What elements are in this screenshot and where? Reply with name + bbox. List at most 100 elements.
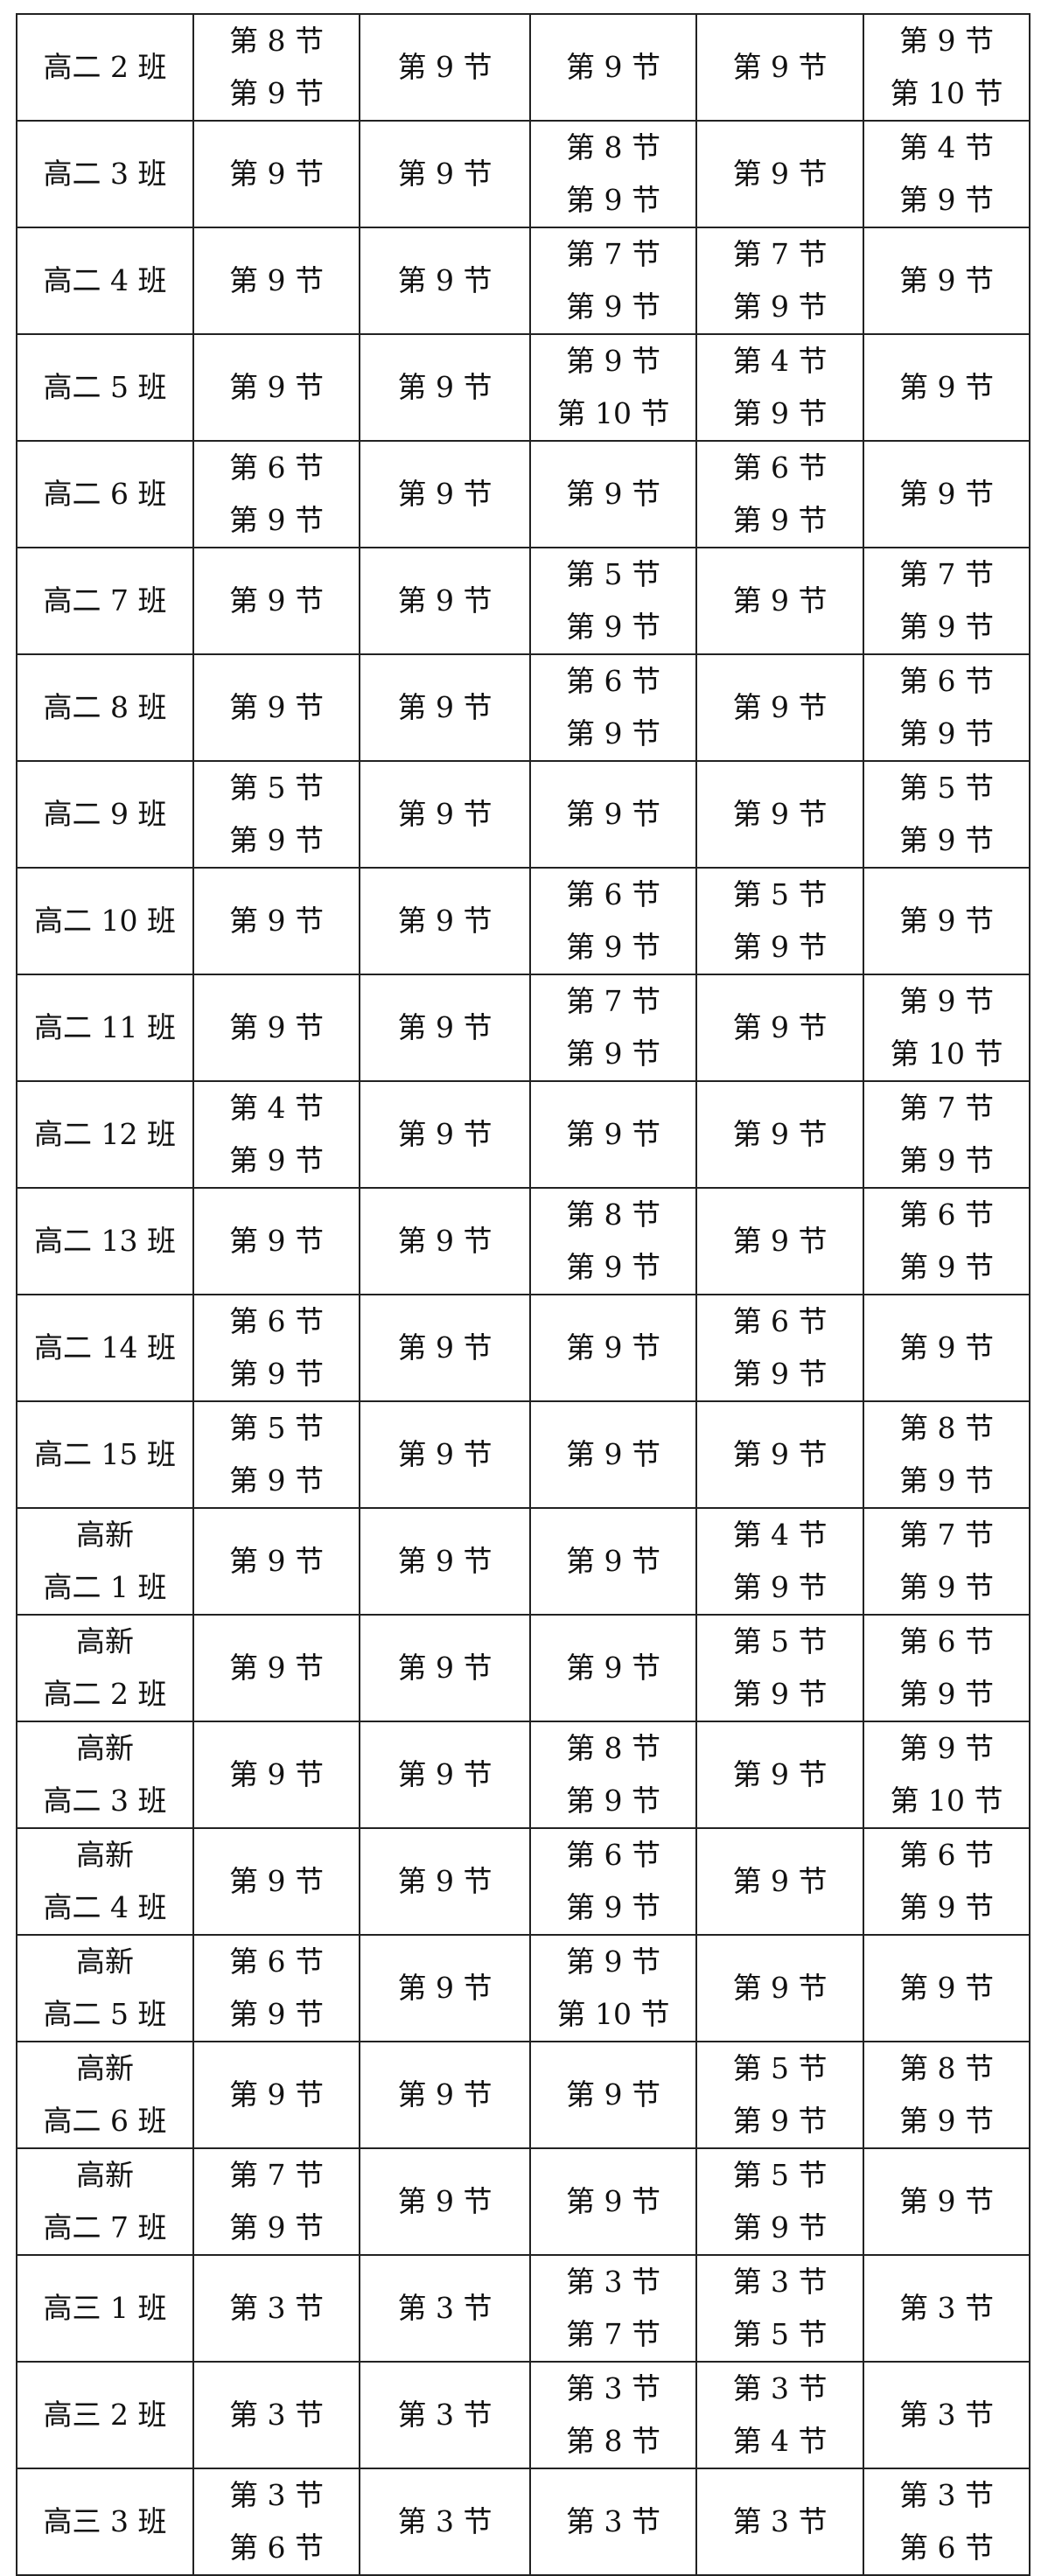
period-cell: 第 9 节 [695, 120, 864, 228]
class-name-text: 高二 4 班 [43, 1890, 167, 1924]
period-text: 第 3 节 [732, 2265, 828, 2299]
period-text: 第 9 节 [899, 1463, 994, 1497]
period-text: 第 9 节 [229, 1010, 324, 1044]
period-text: 第 6 节 [229, 1304, 324, 1338]
period-text: 第 9 节 [229, 904, 324, 938]
period-text: 第 8 节 [899, 2051, 994, 2085]
period-text: 第 9 节 [566, 1890, 660, 1924]
period-cell: 第 9 节第 10 节 [863, 1721, 1031, 1829]
period-text: 第 10 节 [556, 1997, 670, 2031]
period-cell: 第 7 节第 9 节 [529, 227, 697, 335]
table-row: 高新 高二 2 班第 9 节第 9 节第 9 节第 5 节第 9 节第 6 节第 … [16, 1614, 1031, 1722]
class-name-cell: 高二 15 班 [16, 1400, 194, 1509]
period-text: 第 9 节 [566, 1651, 660, 1685]
period-text: 第 9 节 [899, 2184, 994, 2218]
period-cell: 第 9 节 [695, 1721, 864, 1829]
table-row: 高二 4 班第 9 节第 9 节第 7 节第 9 节第 7 节第 9 节第 9 … [16, 227, 1031, 335]
period-text: 第 3 节 [397, 2398, 493, 2432]
period-text: 第 9 节 [229, 2210, 324, 2244]
period-cell: 第 6 节第 9 节 [529, 653, 697, 762]
class-name-cell: 高二 8 班 [16, 653, 194, 762]
period-cell: 第 8 节第 9 节 [529, 120, 697, 228]
schedule-table: 高二 2 班第 8 节第 9 节第 9 节第 9 节第 9 节第 9 节第 10… [16, 13, 1031, 2576]
period-text: 第 6 节 [899, 2531, 994, 2565]
period-cell: 第 9 节 [359, 1721, 531, 1829]
class-name-text: 高二 8 班 [43, 690, 167, 724]
period-text: 第 9 节 [566, 610, 660, 644]
period-text: 第 6 节 [566, 877, 660, 911]
period-cell: 第 9 节 [359, 1187, 531, 1295]
period-cell: 第 7 节第 9 节 [192, 2147, 360, 2256]
period-text: 第 7 节 [732, 237, 828, 271]
period-text: 第 5 节 [899, 771, 994, 805]
period-cell: 第 9 节 [359, 974, 531, 1082]
period-text: 第 3 节 [732, 2504, 828, 2538]
period-text: 第 9 节 [566, 344, 660, 378]
period-text: 第 3 节 [899, 2291, 994, 2325]
period-cell: 第 9 节 [359, 867, 531, 975]
period-cell: 第 9 节 [529, 760, 697, 869]
period-text: 第 8 节 [566, 2424, 660, 2458]
period-text: 第 3 节 [899, 2478, 994, 2512]
period-cell: 第 9 节第 10 节 [529, 333, 697, 442]
period-cell: 第 9 节 [695, 1080, 864, 1189]
period-cell: 第 4 节第 9 节 [192, 1080, 360, 1189]
period-text: 第 10 节 [890, 1037, 1003, 1071]
period-text: 第 6 节 [899, 1838, 994, 1872]
class-name-text: 高二 3 班 [43, 157, 167, 191]
class-name-cell: 高新 高二 5 班 [16, 1934, 194, 2042]
period-cell: 第 9 节 [192, 1507, 360, 1616]
period-cell: 第 3 节 [695, 2468, 864, 2576]
period-text: 第 7 节 [899, 1518, 994, 1552]
period-text: 第 3 节 [566, 2504, 660, 2538]
period-text: 第 9 节 [566, 2077, 660, 2112]
table-row: 高二 5 班第 9 节第 9 节第 9 节第 10 节第 4 节第 9 节第 9… [16, 333, 1031, 442]
period-text: 第 6 节 [566, 664, 660, 698]
period-text: 第 9 节 [566, 50, 660, 84]
period-text: 第 5 节 [732, 877, 828, 911]
period-text: 第 5 节 [229, 771, 324, 805]
class-name-text: 高新 [76, 1944, 134, 1979]
class-name-text: 高二 11 班 [34, 1010, 176, 1044]
period-text: 第 9 节 [899, 1971, 994, 2005]
period-cell: 第 5 节第 9 节 [529, 547, 697, 655]
period-cell: 第 9 节 [863, 2147, 1031, 2256]
period-text: 第 8 节 [229, 24, 324, 58]
class-name-text: 高新 [76, 2051, 134, 2085]
period-text: 第 7 节 [899, 557, 994, 591]
period-cell: 第 9 节 [359, 13, 531, 122]
period-text: 第 9 节 [732, 1971, 828, 2005]
period-text: 第 9 节 [229, 263, 324, 297]
period-cell: 第 9 节 [695, 653, 864, 762]
period-text: 第 9 节 [732, 1864, 828, 1898]
period-cell: 第 9 节 [359, 760, 531, 869]
class-name-text: 高二 1 班 [43, 1570, 167, 1604]
period-cell: 第 7 节第 9 节 [863, 547, 1031, 655]
period-cell: 第 9 节 [695, 1187, 864, 1295]
period-cell: 第 9 节 [863, 227, 1031, 335]
period-cell: 第 9 节 [192, 1827, 360, 1936]
period-text: 第 9 节 [229, 583, 324, 618]
period-cell: 第 9 节 [695, 974, 864, 1082]
period-text: 第 9 节 [397, 1117, 493, 1151]
table-row: 高新 高二 5 班第 6 节第 9 节第 9 节第 9 节第 10 节第 9 节第… [16, 1934, 1031, 2042]
period-cell: 第 8 节第 9 节 [529, 1187, 697, 1295]
period-text: 第 9 节 [229, 503, 324, 537]
period-text: 第 8 节 [566, 1197, 660, 1232]
period-text: 第 9 节 [229, 1757, 324, 1791]
class-name-text: 高新 [76, 1731, 134, 1765]
period-text: 第 5 节 [229, 1411, 324, 1445]
period-cell: 第 7 节第 9 节 [863, 1507, 1031, 1616]
period-text: 第 6 节 [899, 664, 994, 698]
period-cell: 第 9 节 [529, 1507, 697, 1616]
period-cell: 第 6 节第 9 节 [192, 1294, 360, 1402]
period-cell: 第 3 节 [359, 2468, 531, 2576]
period-text: 第 7 节 [566, 237, 660, 271]
period-cell: 第 9 节 [359, 333, 531, 442]
period-cell: 第 9 节 [695, 1827, 864, 1936]
period-text: 第 6 节 [732, 450, 828, 485]
period-cell: 第 9 节 [192, 1614, 360, 1722]
period-cell: 第 3 节 [863, 2361, 1031, 2469]
period-text: 第 9 节 [566, 1117, 660, 1151]
table-row: 高二 9 班第 5 节第 9 节第 9 节第 9 节第 9 节第 5 节第 9 … [16, 760, 1031, 869]
